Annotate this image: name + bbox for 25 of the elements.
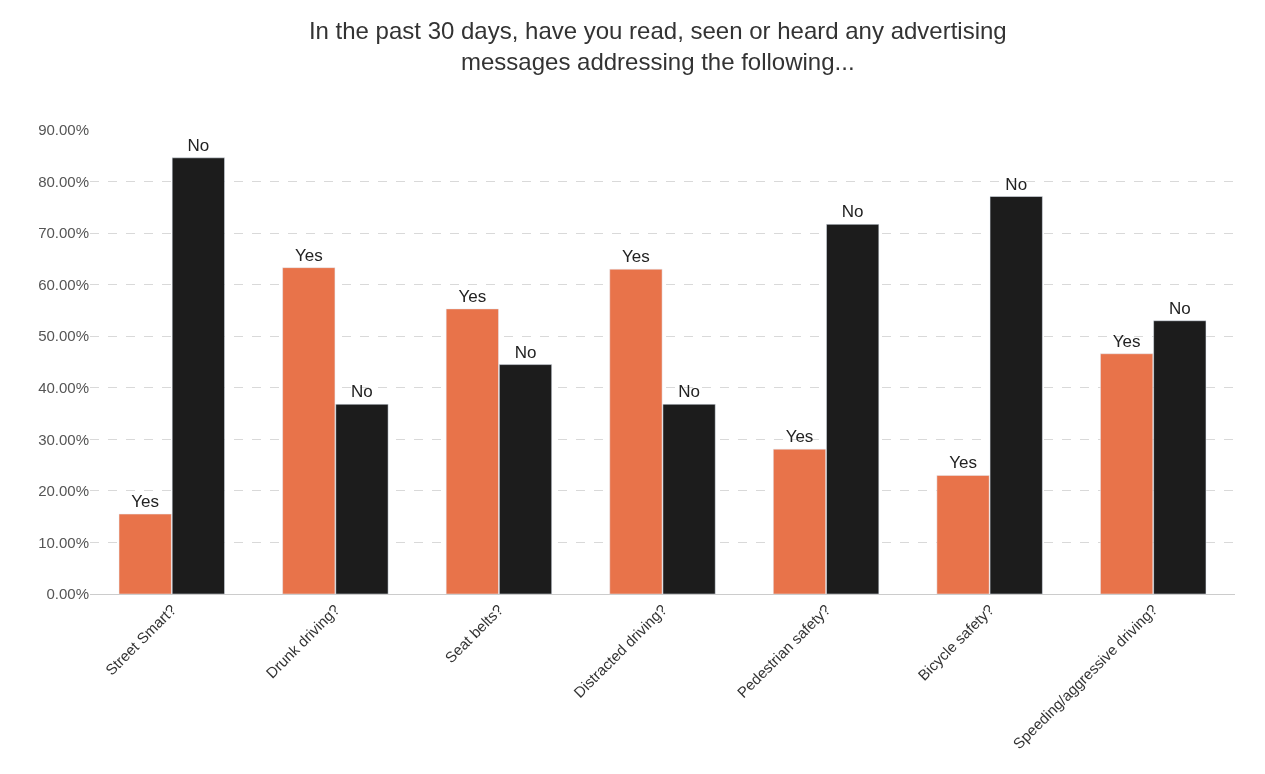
series-label: Yes xyxy=(294,245,323,265)
text: No xyxy=(514,342,537,362)
y-tick-label: 30.00% xyxy=(38,430,89,448)
y-tick-label: 40.00% xyxy=(38,379,89,397)
y-tick-label: 50.00% xyxy=(38,327,89,345)
y-tick-label: 90.00% xyxy=(38,121,89,139)
text: Yes xyxy=(785,427,814,447)
text: Yes xyxy=(131,492,160,512)
text: Yes xyxy=(949,453,977,473)
text: No xyxy=(841,202,864,222)
text: No xyxy=(678,382,700,402)
y-tick-label: 70.00% xyxy=(38,224,89,242)
y-tick-label: 0.00% xyxy=(46,585,89,603)
text: No xyxy=(351,382,373,402)
y-tick-label: 10.00% xyxy=(38,533,89,551)
chart-title: In the past 30 days, have you read, seen or heard any advertising messages addressing the following... xyxy=(308,16,1007,75)
text: Yes xyxy=(1112,331,1141,351)
text: No xyxy=(1005,174,1028,194)
text: Yes xyxy=(458,286,487,306)
series-label: No xyxy=(187,135,210,155)
y-tick-label: 20.00% xyxy=(38,482,89,500)
y-tick-label: 80.00% xyxy=(38,172,89,190)
text: Yes xyxy=(622,247,650,267)
y-tick-label: 60.00% xyxy=(38,275,89,293)
text: No xyxy=(1168,298,1191,318)
